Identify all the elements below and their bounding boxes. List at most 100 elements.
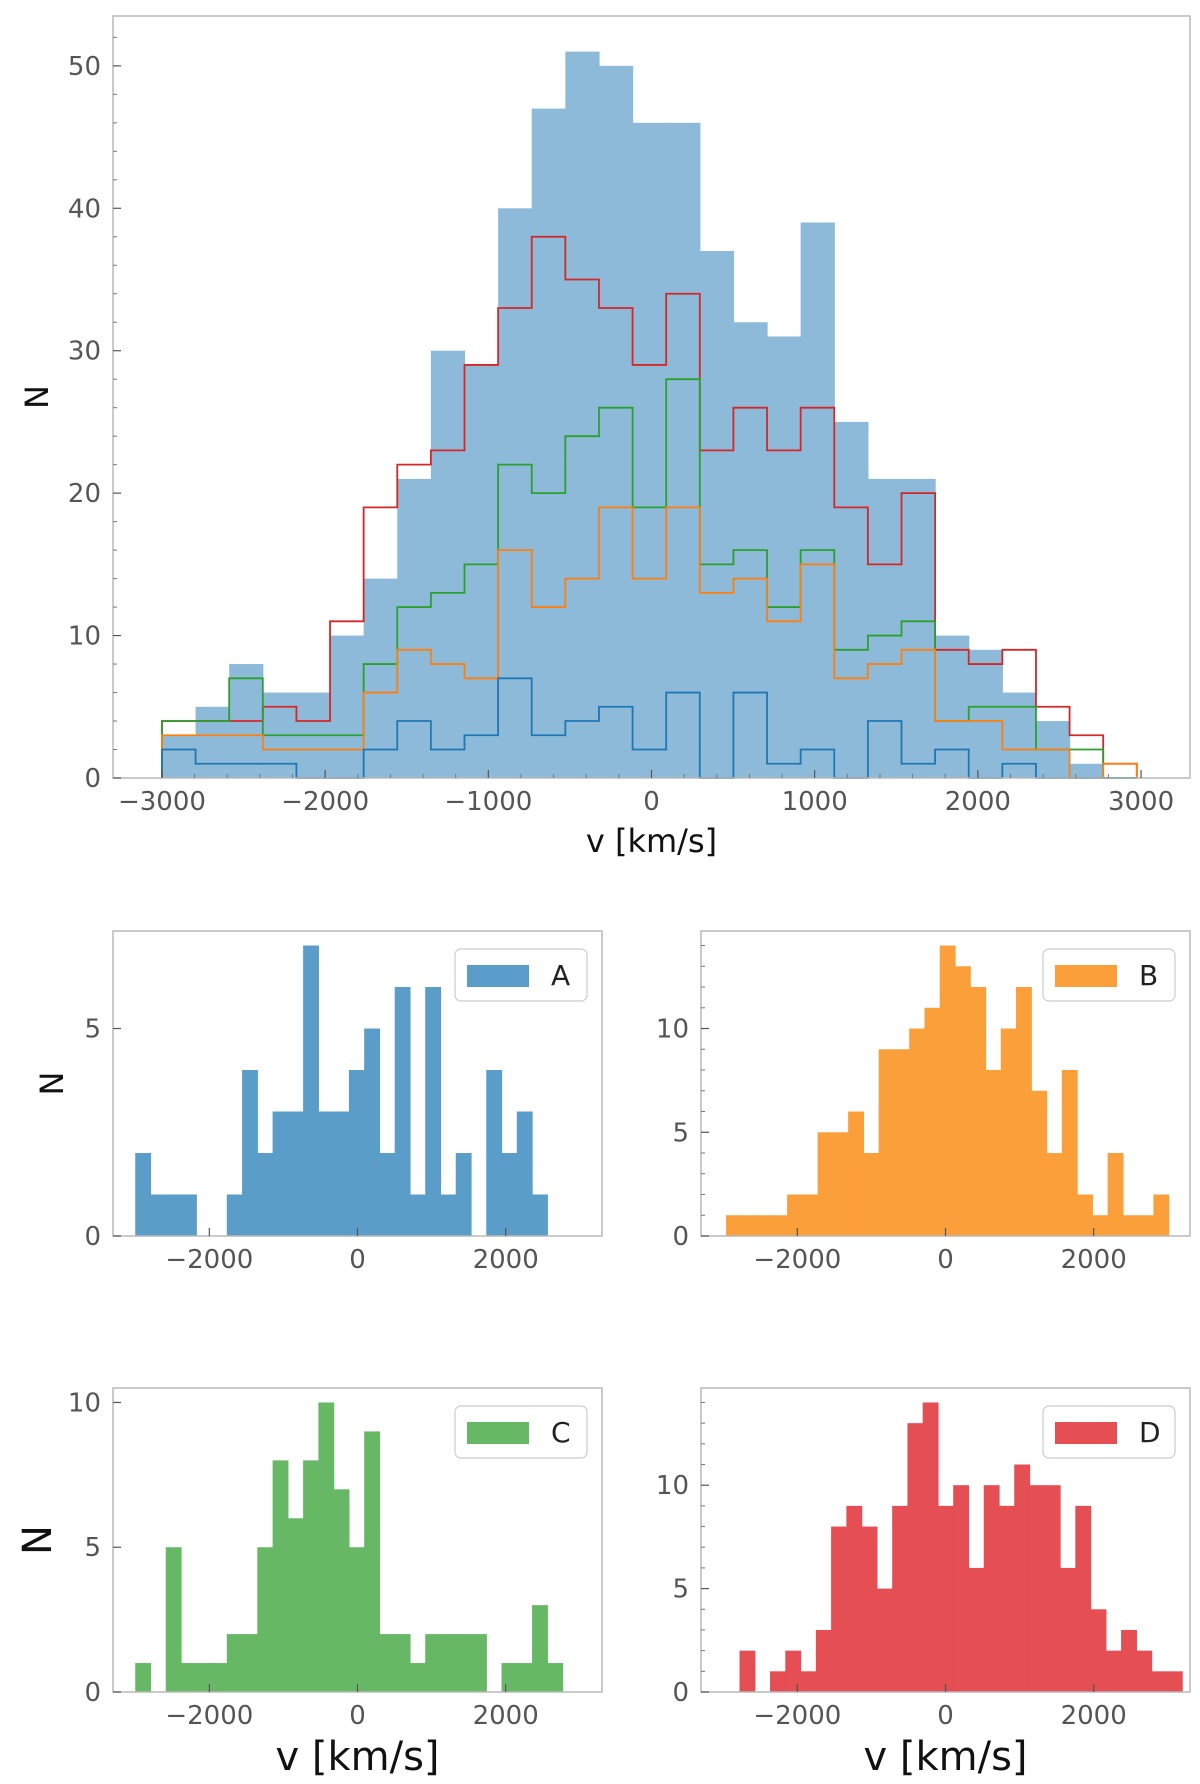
bar <box>970 987 987 1236</box>
bar <box>348 1547 365 1692</box>
bar <box>409 1194 426 1236</box>
bar <box>756 1215 773 1236</box>
y-tick-label: 5 <box>672 1118 689 1148</box>
bar <box>863 1153 880 1236</box>
x-tick-label: 2000 <box>1061 1701 1127 1731</box>
x-tick-label: −2000 <box>753 1245 841 1275</box>
bar <box>516 1663 533 1692</box>
panel-c: −2000 0 2000 0 5 10 v [km/s] N C <box>15 1387 603 1780</box>
bar <box>196 1663 213 1692</box>
bar <box>303 1460 319 1692</box>
bar <box>379 1634 396 1692</box>
bar <box>363 578 398 778</box>
bar <box>832 1132 849 1236</box>
bar <box>464 364 499 778</box>
bar <box>954 966 971 1236</box>
bar <box>802 1194 819 1236</box>
bar <box>831 1526 847 1692</box>
bar <box>907 1423 924 1692</box>
bar <box>1075 1505 1092 1692</box>
bar <box>287 1111 304 1236</box>
bar <box>909 1028 926 1236</box>
bar <box>937 1505 954 1692</box>
x-axis-label: v [km/s] <box>863 1734 1027 1780</box>
bar <box>767 336 802 778</box>
bar <box>1107 1153 1124 1236</box>
bar <box>272 1111 289 1236</box>
bar <box>785 1650 802 1692</box>
y-axis-label: N <box>18 385 56 409</box>
bar <box>330 635 365 778</box>
bar <box>893 1049 910 1236</box>
legend: B <box>1042 948 1176 1002</box>
bar <box>939 945 956 1236</box>
bar <box>242 1634 258 1692</box>
bar <box>983 1485 1000 1692</box>
series-b <box>161 506 1138 779</box>
legend: D <box>1042 1405 1176 1459</box>
x-tick-label: 2000 <box>473 1701 539 1731</box>
bar <box>161 735 197 778</box>
bar <box>878 1049 895 1236</box>
bar <box>1121 1629 1137 1692</box>
bar <box>1046 1153 1063 1236</box>
bar <box>922 1402 939 1692</box>
panel-main: −3000 −2000 −1000 0 1000 2000 3000 0 10 20 30 40 50 v… <box>18 15 1191 860</box>
bar <box>226 1194 243 1236</box>
bar <box>471 1634 487 1692</box>
panel-a: −2000 0 2000 0 5 N A <box>33 930 603 1275</box>
bar <box>848 1111 865 1236</box>
bar <box>935 635 970 778</box>
bar <box>1069 763 1104 778</box>
bar <box>739 1650 756 1692</box>
bar <box>1092 1215 1109 1236</box>
legend: A <box>454 948 588 1002</box>
bar <box>861 1526 878 1692</box>
bar <box>876 1588 893 1692</box>
y-tick-label: 0 <box>84 764 101 794</box>
bar <box>699 251 735 778</box>
bar <box>150 1194 167 1236</box>
x-tick-label: 0 <box>349 1245 366 1275</box>
bar <box>817 1132 834 1236</box>
series-d <box>161 235 1138 778</box>
y-tick-label: 0 <box>672 1222 689 1252</box>
x-tick-label: 3000 <box>1108 787 1174 817</box>
bar <box>532 1605 548 1692</box>
bar <box>968 649 1003 778</box>
bar <box>1060 1567 1076 1692</box>
bar <box>565 51 600 778</box>
bar <box>1000 1028 1017 1236</box>
y-tick-label: 10 <box>656 1471 689 1501</box>
bar <box>532 1194 548 1236</box>
bar <box>632 122 667 778</box>
bar <box>409 1663 426 1692</box>
bar <box>867 478 903 778</box>
y-tick-label: 50 <box>68 52 101 82</box>
x-tick-label: −2000 <box>753 1701 841 1731</box>
bar <box>1044 1485 1061 1692</box>
bar <box>666 122 701 778</box>
bar <box>211 1663 228 1692</box>
legend-label: C <box>551 1416 571 1449</box>
x-axis-label: v [km/s] <box>586 822 717 860</box>
bar <box>998 1505 1015 1692</box>
bar <box>333 1489 350 1692</box>
bar <box>531 108 566 778</box>
x-tick-label: 2000 <box>473 1245 539 1275</box>
bar <box>379 1153 396 1236</box>
bar <box>1016 987 1032 1236</box>
bar <box>318 1111 335 1236</box>
bar <box>501 1153 518 1236</box>
bar <box>455 1153 472 1236</box>
bar <box>181 1663 197 1692</box>
bar <box>1077 1194 1093 1236</box>
bar <box>815 1629 832 1692</box>
bar <box>165 1547 182 1692</box>
x-tick-label: −1000 <box>444 787 532 817</box>
bar <box>242 1070 258 1236</box>
y-tick-label: 10 <box>68 622 101 652</box>
bar <box>800 1671 817 1692</box>
bar <box>348 1070 365 1236</box>
